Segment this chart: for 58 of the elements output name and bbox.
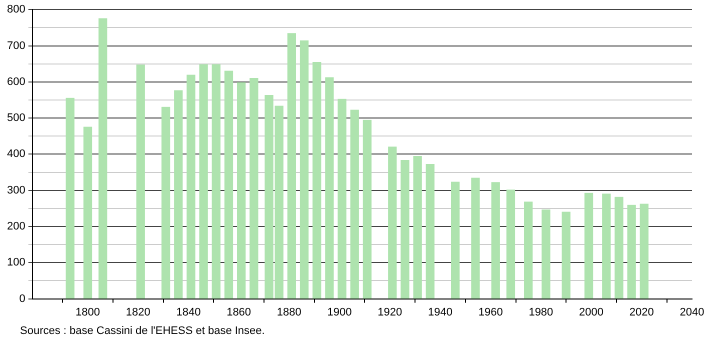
bar [287, 33, 296, 299]
bar [325, 77, 334, 299]
x-tick-label: 2020 [629, 306, 654, 318]
bar [83, 126, 92, 299]
bar [224, 70, 234, 299]
bar [350, 110, 359, 299]
bar [300, 40, 309, 299]
bar [338, 98, 346, 299]
y-tick-label: 200 [6, 220, 26, 233]
x-tick-label: 1940 [428, 306, 452, 318]
bar [426, 164, 434, 299]
bar [161, 106, 170, 299]
x-tick-label: 1920 [378, 306, 402, 318]
bar [98, 18, 108, 299]
y-tick-label: 100 [6, 256, 26, 269]
bar [400, 160, 410, 299]
bar [174, 90, 183, 299]
x-tick-label: 1840 [176, 306, 201, 318]
bar [66, 98, 74, 299]
bar [524, 202, 533, 299]
y-tick-label: 600 [6, 76, 26, 88]
bar [199, 64, 208, 299]
y-tick-label: 800 [6, 4, 26, 16]
x-tick-label: 1860 [226, 306, 252, 318]
bar [413, 156, 422, 299]
y-tick-label: 0 [19, 292, 26, 305]
bar [614, 196, 624, 299]
x-tick-label: 2040 [680, 306, 704, 318]
x-tick-label: 1800 [76, 306, 100, 318]
bar [471, 178, 480, 299]
bar [602, 194, 611, 299]
y-tick-label: 500 [6, 112, 26, 124]
bar [250, 78, 258, 299]
x-tick-label: 1960 [478, 306, 503, 318]
bar [562, 212, 570, 299]
bar [451, 182, 460, 299]
bar [362, 120, 372, 299]
bar [506, 190, 516, 299]
x-tick-label: 1880 [276, 306, 302, 318]
y-tick-label: 400 [6, 148, 26, 160]
bar [584, 192, 594, 299]
bar [627, 204, 636, 299]
bar [388, 146, 397, 299]
x-tick-label: 1820 [126, 306, 150, 318]
bar [186, 74, 196, 299]
bar [236, 82, 246, 299]
source-note: Sources : base Cassini de l'EHESS et base Insee. [20, 325, 265, 337]
x-tick-label: 2000 [579, 306, 604, 318]
y-tick-label: 300 [6, 184, 26, 196]
bar [136, 64, 145, 299]
y-tick-label: 700 [6, 40, 26, 52]
bar [542, 210, 550, 299]
bar [212, 64, 220, 299]
bar [640, 204, 648, 299]
x-tick-label: 1900 [327, 306, 352, 318]
x-tick-label: 1980 [528, 306, 554, 318]
bar [491, 182, 500, 299]
bar [312, 62, 322, 299]
